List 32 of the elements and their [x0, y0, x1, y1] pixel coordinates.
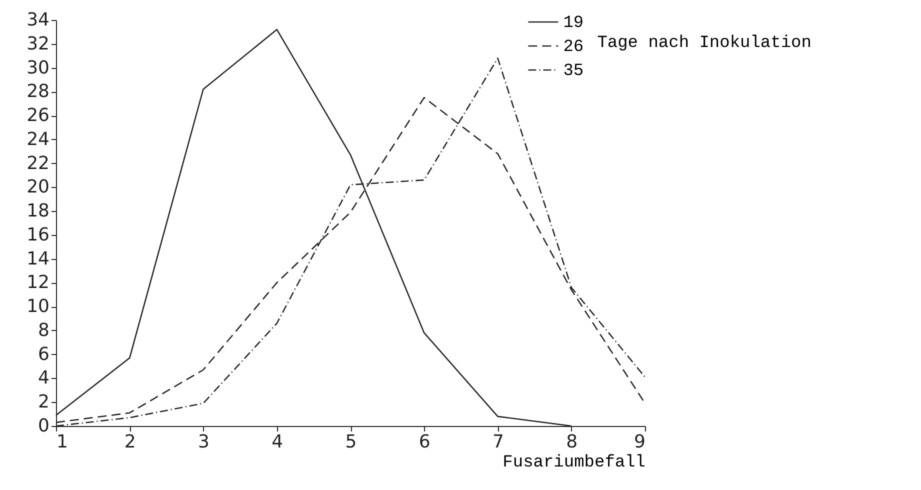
x-tick-label: 4 — [272, 432, 284, 452]
y-tick-label: 6 — [38, 344, 50, 365]
y-tick-label: 10 — [26, 296, 50, 318]
x-axis-title: Fusariumbefall — [502, 454, 646, 472]
y-tick-label: 0 — [38, 416, 50, 436]
y-tick-label: 34 — [26, 10, 50, 30]
y-tick-label: 32 — [26, 33, 50, 54]
legend-title: Tage nach Inokulation — [597, 34, 812, 53]
x-tick-label: 8 — [566, 432, 578, 452]
legend-label: 26 — [563, 38, 584, 57]
y-tick-label: 22 — [26, 152, 50, 174]
y-tick-label: 14 — [26, 248, 50, 270]
y-tick-label: 24 — [26, 128, 50, 150]
y-tick-label: 16 — [26, 224, 50, 246]
y-tick-label: 20 — [26, 176, 50, 198]
y-tick-label: 2 — [38, 392, 50, 413]
y-tick-label: 4 — [38, 368, 50, 389]
x-tick-label: 2 — [124, 432, 136, 452]
x-tick-label: 3 — [198, 432, 210, 452]
x-tick-label: 9 — [634, 432, 646, 452]
x-tick-label: 5 — [345, 432, 357, 452]
x-tick-label: 7 — [492, 432, 504, 452]
y-tick-label: 18 — [26, 200, 50, 222]
x-tick-label: 1 — [56, 432, 68, 452]
y-tick-label: 8 — [38, 320, 50, 341]
x-tick-label: 6 — [418, 432, 430, 452]
legend-label: 19 — [563, 14, 584, 33]
y-tick-label: 12 — [26, 272, 50, 294]
y-tick-label: 30 — [26, 57, 50, 78]
legend-label: 35 — [563, 62, 584, 81]
y-tick-label: 28 — [26, 81, 50, 102]
y-tick-label: 26 — [26, 105, 50, 126]
